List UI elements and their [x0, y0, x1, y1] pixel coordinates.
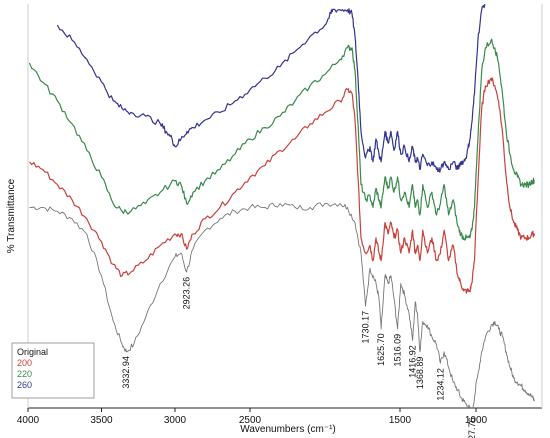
- x-tick-label: 1000: [465, 415, 488, 426]
- x-tick-label: 3000: [164, 415, 187, 426]
- peak-label: 1416.92: [408, 345, 418, 378]
- x-tick-label: 1500: [389, 415, 412, 426]
- peak-label: 3332.94: [121, 356, 131, 389]
- peak-label: 1368.89: [415, 357, 425, 390]
- series-line-220: [28, 38, 535, 241]
- series-line-original: [29, 202, 535, 408]
- legend: Original 200 220 260: [11, 342, 95, 399]
- x-tick-label: 4000: [17, 415, 40, 426]
- legend-entry-260: 260: [17, 380, 32, 390]
- x-tick-layer: 4000 3500 3000 2500 1500 1000: [17, 408, 488, 426]
- series-layer: [28, 4, 536, 408]
- peak-label: 1625.70: [376, 333, 386, 366]
- legend-box: [11, 342, 95, 399]
- legend-entry-original: Original: [17, 347, 48, 357]
- x-tick-label: 3500: [90, 415, 113, 426]
- peak-label: 1027.76: [467, 417, 477, 438]
- peak-annotation-layer: 3332.94 2923.26 1730.17 1625.70 1516.09 1416.…: [121, 277, 477, 438]
- series-line-200: [29, 77, 536, 294]
- peak-label: 1234.12: [435, 368, 445, 401]
- x-tick-label: 2500: [239, 415, 262, 426]
- legend-entry-220: 220: [17, 369, 32, 379]
- peak-label: 1516.09: [393, 334, 403, 367]
- y-axis-title: % Transmittance: [6, 178, 17, 253]
- peak-label: 1730.17: [360, 311, 370, 344]
- series-line-260: [56, 4, 486, 173]
- x-axis-title: Wavenumbers (cm⁻¹): [240, 424, 335, 435]
- legend-entry-200: 200: [17, 358, 32, 368]
- peak-label: 2923.26: [182, 277, 192, 310]
